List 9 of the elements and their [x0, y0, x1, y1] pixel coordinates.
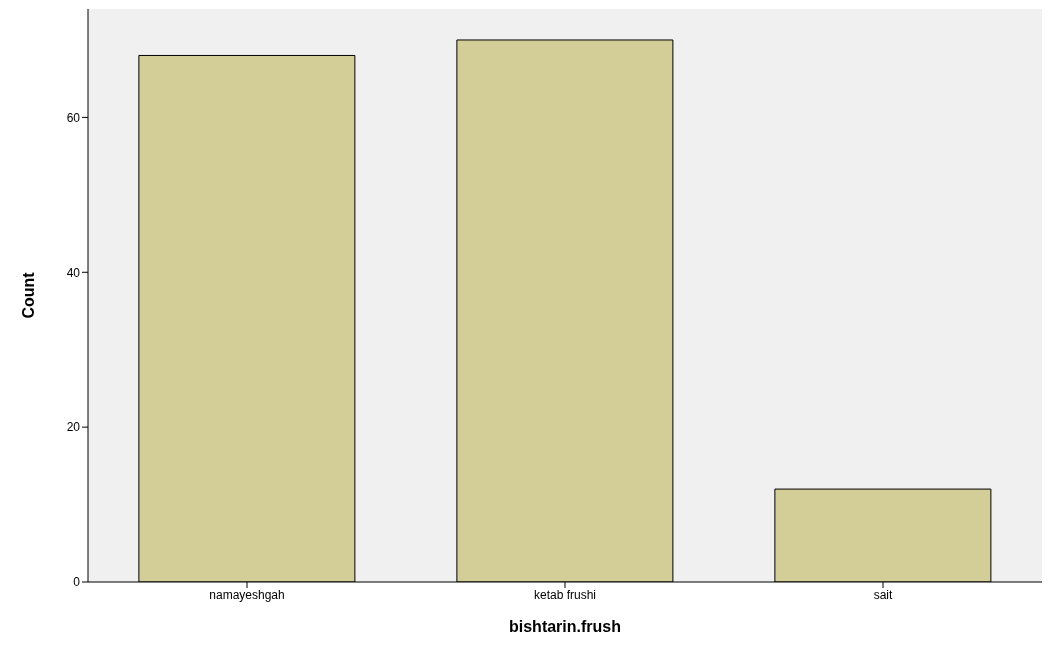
- y-tick-label: 60: [66, 110, 81, 125]
- x-tick-label: sait: [873, 587, 893, 602]
- x-tick-label: ketab frushi: [533, 587, 597, 602]
- y-axis-title: Count: [19, 271, 37, 319]
- x-axis-title: bishtarin.frush: [508, 618, 622, 635]
- y-tick-label: 40: [66, 265, 81, 280]
- x-tick-label: namayeshgah: [209, 587, 285, 602]
- y-tick-label: 0: [73, 575, 81, 590]
- y-tick-label: 20: [66, 420, 81, 435]
